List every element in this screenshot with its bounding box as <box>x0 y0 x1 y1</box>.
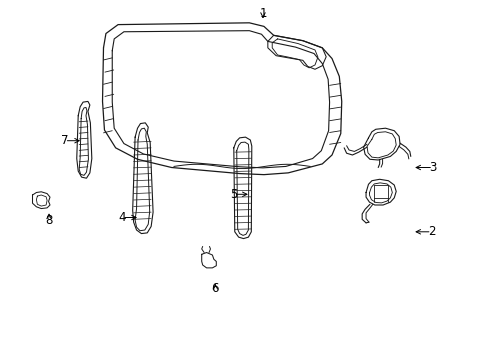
Text: 3: 3 <box>428 161 436 174</box>
Text: 7: 7 <box>61 134 68 147</box>
Text: 8: 8 <box>45 213 53 226</box>
Text: 4: 4 <box>118 211 125 224</box>
Text: 1: 1 <box>259 8 266 21</box>
Text: 5: 5 <box>230 188 237 201</box>
Text: 2: 2 <box>427 225 434 238</box>
Text: 6: 6 <box>211 283 219 296</box>
